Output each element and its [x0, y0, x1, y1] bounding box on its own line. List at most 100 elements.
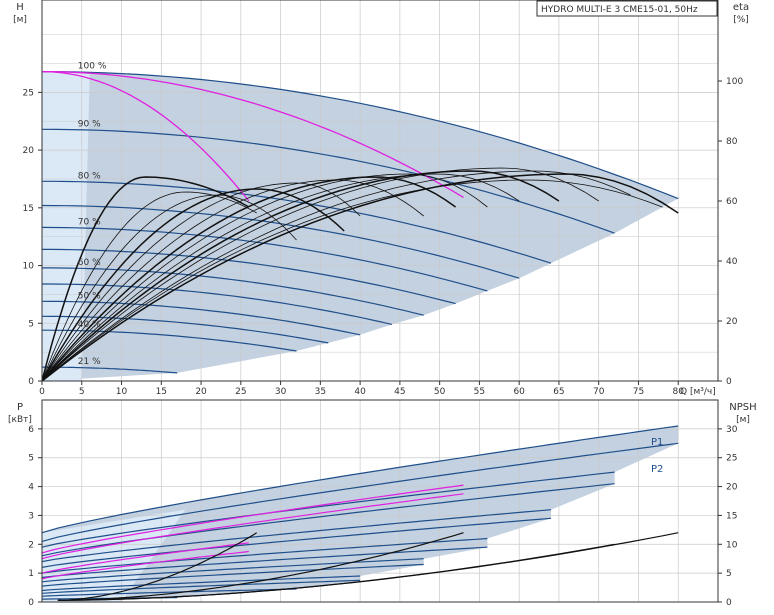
- power-axis-unit: [кВт]: [8, 415, 32, 425]
- npsh-tick-label: 30: [726, 425, 738, 435]
- npsh-tick-label: 15: [726, 511, 737, 521]
- power-curve-11: [41, 579, 361, 594]
- power-curve-4: [41, 509, 552, 563]
- efficiency-curve-9: [41, 170, 560, 382]
- power-limit-curve-3: [41, 550, 249, 580]
- npsh-tick-label: 0: [726, 598, 732, 608]
- efficiency-curve-11: [41, 170, 631, 382]
- power-limit-curve-1: [41, 493, 464, 560]
- y-tick-label: 0: [28, 377, 34, 387]
- power-curve-6: [41, 537, 488, 574]
- power-curve-12: [41, 588, 297, 597]
- x-tick-label: 30: [275, 387, 287, 397]
- p-tick-label: 6: [28, 425, 34, 435]
- speed-label-6: 60 %: [78, 258, 101, 268]
- y2-tick-label: 60: [726, 197, 738, 207]
- head-curve-11: [42, 366, 178, 374]
- x-tick-label: 60: [513, 387, 525, 397]
- min-flow-area: [42, 71, 90, 381]
- efficiency-curve-8: [41, 173, 520, 382]
- chart-title-box: [536, 0, 718, 17]
- x-tick-label: 20: [195, 387, 207, 397]
- npsh-tick-label: 5: [726, 569, 732, 579]
- npsh-tick-label: 25: [726, 454, 737, 464]
- p-tick-label: 0: [28, 598, 34, 608]
- speed-label-4: 70 %: [78, 217, 101, 227]
- flow-axis-label: Q [м³/ч]: [680, 387, 716, 397]
- efficiency-curve-12: [41, 173, 679, 382]
- head-curve-1: [41, 128, 615, 234]
- p-tick-label: 4: [28, 483, 34, 493]
- efficiency-curve-0: [41, 176, 250, 382]
- head-curve-6: [42, 267, 424, 316]
- power-chart: 0 1 2 3 4 5 6 0 5 10 15 20 25 30 P [кВт] NPSH [м] P1…: [8, 399, 757, 608]
- head-curve-9: [41, 315, 329, 344]
- y-tick-label: 5: [28, 319, 34, 329]
- power-limit-curve-0: [41, 484, 464, 554]
- p-tick-label: 2: [28, 540, 34, 550]
- x-tick-label: 40: [354, 387, 366, 397]
- head-chart-frame: [41, 0, 719, 382]
- npsh-axis-unit: [м]: [736, 415, 750, 425]
- npsh-axis-label: NPSH: [729, 402, 756, 413]
- y2-tick-label: 0: [726, 377, 732, 387]
- y-tick-label: 25: [23, 88, 34, 98]
- series-label-p1: P1: [651, 437, 663, 448]
- x-tick-label: 10: [116, 387, 128, 397]
- y2-tick-label: 40: [726, 257, 738, 267]
- npsh-curve-1: [57, 532, 464, 601]
- y-tick-label: 20: [23, 146, 35, 156]
- speed-label-1: 90 %: [78, 119, 101, 129]
- eta-axis-label: eta: [733, 2, 749, 13]
- npsh-curve-3: [57, 532, 679, 601]
- efficiency-curve-3: [41, 188, 345, 382]
- power-chart-frame: [41, 399, 719, 603]
- series-label-p2: P2: [651, 464, 663, 475]
- x-tick-label: 65: [553, 387, 564, 397]
- x-tick-label: 75: [633, 387, 644, 397]
- pump-limit-curve-0: [41, 70, 250, 202]
- power-curve-7: [41, 546, 488, 579]
- power-curve-2: [41, 471, 615, 548]
- speed-label-2: 80 %: [78, 171, 101, 181]
- x-tick-label: 55: [474, 387, 485, 397]
- power-limit-curve-2: [41, 542, 249, 574]
- p-tick-label: 3: [28, 511, 34, 521]
- npsh-curve-0: [57, 532, 258, 601]
- x-tick-label: 25: [235, 387, 246, 397]
- y-tick-label: 15: [23, 204, 34, 214]
- chart-title: HYDRO MULTI-E 3 CME15-01, 50Hz: [541, 5, 698, 15]
- efficiency-curve-1: [41, 191, 257, 382]
- power-curve-10: [41, 575, 361, 592]
- x-tick-label: 35: [315, 387, 326, 397]
- pump-limit-curve-1: [41, 70, 464, 198]
- efficiency-curve-10: [41, 167, 599, 382]
- efficiency-curve-5: [41, 179, 424, 382]
- power-curve-5: [41, 517, 552, 568]
- head-curve-10: [42, 329, 297, 352]
- speed-label-8: 50 %: [78, 291, 101, 301]
- x-tick-label: 0: [39, 387, 45, 397]
- p-tick-label: 1: [28, 569, 34, 579]
- y2-tick-label: 100: [726, 77, 743, 87]
- eta-axis-unit: [%]: [733, 15, 749, 25]
- head-curve-0: [41, 71, 679, 200]
- power-axis-label: P: [17, 402, 23, 413]
- power-curve-1: [41, 442, 679, 542]
- npsh-tick-label: 20: [726, 483, 738, 493]
- speed-label-11: 21 %: [78, 357, 101, 367]
- head-curve-7: [42, 283, 393, 325]
- x-tick-label: 70: [593, 387, 605, 397]
- head-curve-5: [42, 248, 456, 305]
- power-curve-8: [41, 558, 424, 583]
- efficiency-curve-13: [41, 179, 663, 382]
- y2-tick-label: 20: [726, 317, 738, 327]
- p-tick-label: 5: [28, 454, 34, 464]
- npsh-tick-label: 10: [726, 540, 738, 550]
- x-tick-label: 80: [673, 387, 685, 397]
- head-curve-8: [41, 300, 361, 336]
- speed-label-10: 40 %: [78, 320, 101, 330]
- y2-tick-label: 80: [726, 137, 738, 147]
- x-tick-label: 5: [79, 387, 85, 397]
